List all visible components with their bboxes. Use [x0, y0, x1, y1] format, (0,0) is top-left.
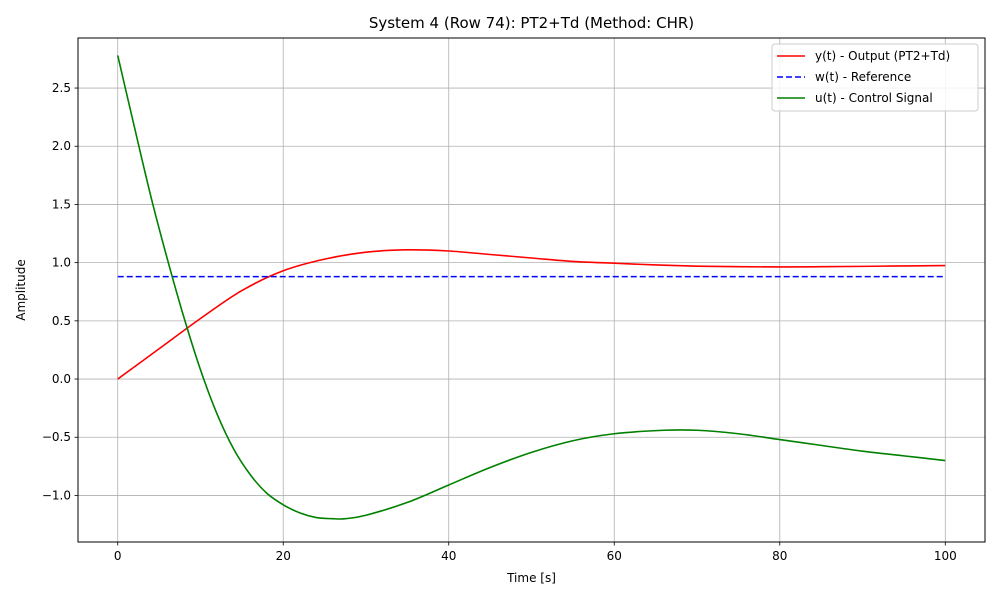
- chart-title: System 4 (Row 74): PT2+Td (Method: CHR): [369, 14, 694, 32]
- y-tick-label: 0.0: [52, 372, 71, 386]
- y-axis-title: Amplitude: [14, 259, 28, 321]
- legend: y(t) - Output (PT2+Td) w(t) - Reference u(…: [771, 43, 979, 112]
- series-line-1: [117, 249, 946, 380]
- y-tick-label: −1.0: [42, 488, 71, 502]
- y-tick-label: 0.5: [52, 314, 71, 328]
- x-axis-title: Time [s]: [506, 571, 556, 585]
- x-tick-label: 100: [934, 549, 957, 563]
- y-tick-label: 2.0: [52, 139, 71, 153]
- grid: [78, 38, 985, 542]
- axis-ticks: 0 20 40 60 80 100 −1.0 −0.5 0.0 0.5 1.0 1.5 2.0 2.5: [42, 81, 957, 563]
- legend-box: [771, 43, 979, 112]
- x-tick-label: 20: [276, 549, 291, 563]
- legend-label: u(t) - Control Signal: [815, 91, 933, 105]
- y-tick-label: 1.0: [52, 256, 71, 270]
- legend-label: w(t) - Reference: [815, 70, 911, 84]
- plot-lines: [116, 55, 946, 520]
- x-tick-label: 0: [114, 549, 122, 563]
- x-tick-label: 60: [607, 549, 622, 563]
- y-tick-label: 2.5: [52, 81, 71, 95]
- plot-frame: [77, 37, 986, 543]
- legend-label: y(t) - Output (PT2+Td): [815, 49, 950, 63]
- series-line-3: [116, 55, 946, 520]
- y-tick-label: 1.5: [52, 197, 71, 211]
- y-tick-label: −0.5: [42, 430, 71, 444]
- x-tick-label: 80: [772, 549, 787, 563]
- x-tick-label: 40: [441, 549, 456, 563]
